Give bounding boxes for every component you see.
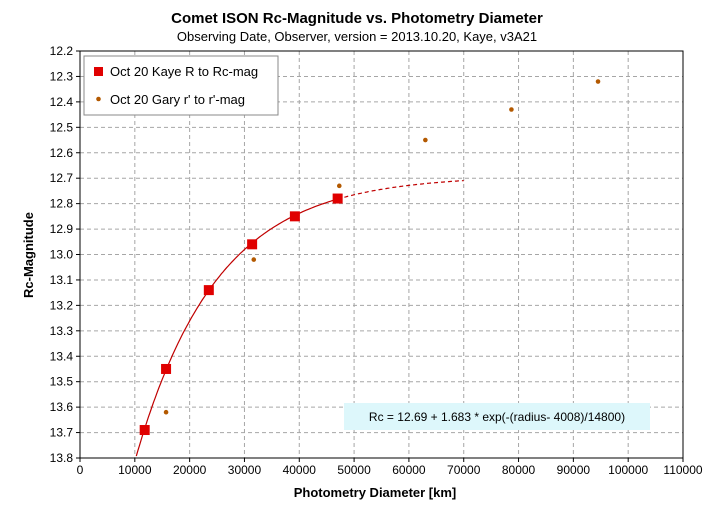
y-tick-label: 12.7 — [50, 171, 74, 185]
fit-equation-text: Rc = 12.69 + 1.683 * exp(-(radius- 4008)… — [369, 410, 625, 424]
y-tick-label: 12.3 — [50, 69, 74, 83]
x-tick-label: 50000 — [337, 463, 371, 477]
x-tick-label: 60000 — [392, 463, 426, 477]
legend-dot-marker-icon — [96, 96, 101, 102]
y-tick-label: 13.8 — [50, 451, 74, 465]
legend: Oct 20 Kaye R to Rc-mag Oct 20 Gary r' t… — [83, 55, 279, 116]
x-tick-label: 20000 — [173, 463, 207, 477]
data-points — [139, 79, 601, 436]
y-tick-label: 13.0 — [50, 248, 74, 262]
data-point-kaye — [247, 239, 258, 250]
y-tick-label: 13.6 — [50, 400, 74, 414]
x-tick-label: 100000 — [608, 463, 648, 477]
y-tick-label: 13.7 — [50, 426, 74, 440]
x-tick-label: 70000 — [447, 463, 481, 477]
fit-curve-solid — [135, 198, 338, 457]
legend-label-kaye: Oct 20 Kaye R to Rc-mag — [110, 64, 258, 79]
legend-label-gary: Oct 20 Gary r' to r'-mag — [110, 92, 245, 107]
chart-title: Comet ISON Rc-Magnitude vs. Photometry D… — [171, 10, 543, 27]
y-tick-label: 12.9 — [50, 222, 74, 236]
y-tick-label: 13.4 — [50, 349, 74, 363]
data-point-gary — [509, 107, 514, 112]
data-point-kaye — [289, 211, 300, 222]
fit-curve-extrapolated — [337, 180, 464, 200]
y-tick-label: 12.5 — [50, 120, 74, 134]
x-tick-label: 10000 — [118, 463, 152, 477]
fit-equation-annotation: Rc = 12.69 + 1.683 * exp(-(radius- 4008)… — [344, 403, 650, 430]
data-point-gary — [423, 137, 428, 143]
x-tick-label: 90000 — [557, 463, 591, 477]
data-point-gary — [595, 79, 601, 84]
data-point-kaye — [332, 193, 343, 204]
data-point-kaye — [161, 363, 172, 374]
y-tick-label: 13.1 — [50, 273, 74, 287]
y-tick-label: 13.2 — [50, 298, 74, 312]
y-tick-label: 12.6 — [50, 146, 74, 160]
x-axis-label: Photometry Diameter [km] — [294, 485, 457, 500]
y-tick-label: 13.3 — [50, 324, 74, 338]
fit-curve — [135, 180, 464, 457]
legend-box — [83, 55, 279, 116]
data-point-kaye — [203, 285, 214, 296]
x-tick-label: 80000 — [502, 463, 536, 477]
y-tick-label: 12.8 — [50, 197, 74, 211]
data-point-gary — [251, 257, 257, 262]
x-tick-label: 0 — [77, 463, 84, 477]
data-point-kaye — [139, 425, 150, 436]
data-point-gary — [163, 409, 169, 415]
x-axis-ticks: 0 10000 20000 30000 40000 50000 60000 70000 8000… — [77, 458, 703, 477]
chart-subtitle: Observing Date, Observer, version = 2013… — [177, 29, 537, 44]
data-point-gary — [336, 183, 342, 189]
y-tick-label: 12.4 — [50, 95, 74, 109]
grid-lines — [80, 51, 683, 458]
legend-square-marker-icon — [94, 67, 103, 76]
x-tick-label: 40000 — [283, 463, 317, 477]
annotation-background — [344, 403, 650, 430]
x-tick-label: 110000 — [663, 463, 702, 477]
y-axis-ticks: 12.2 12.3 12.4 12.5 12.6 12.7 12.8 12.9 13.0 13.1… — [50, 44, 80, 465]
y-tick-label: 13.5 — [50, 375, 74, 389]
y-tick-label: 12.2 — [50, 44, 74, 58]
x-tick-label: 30000 — [228, 463, 262, 477]
y-axis-label: Rc-Magnitude — [21, 212, 36, 298]
